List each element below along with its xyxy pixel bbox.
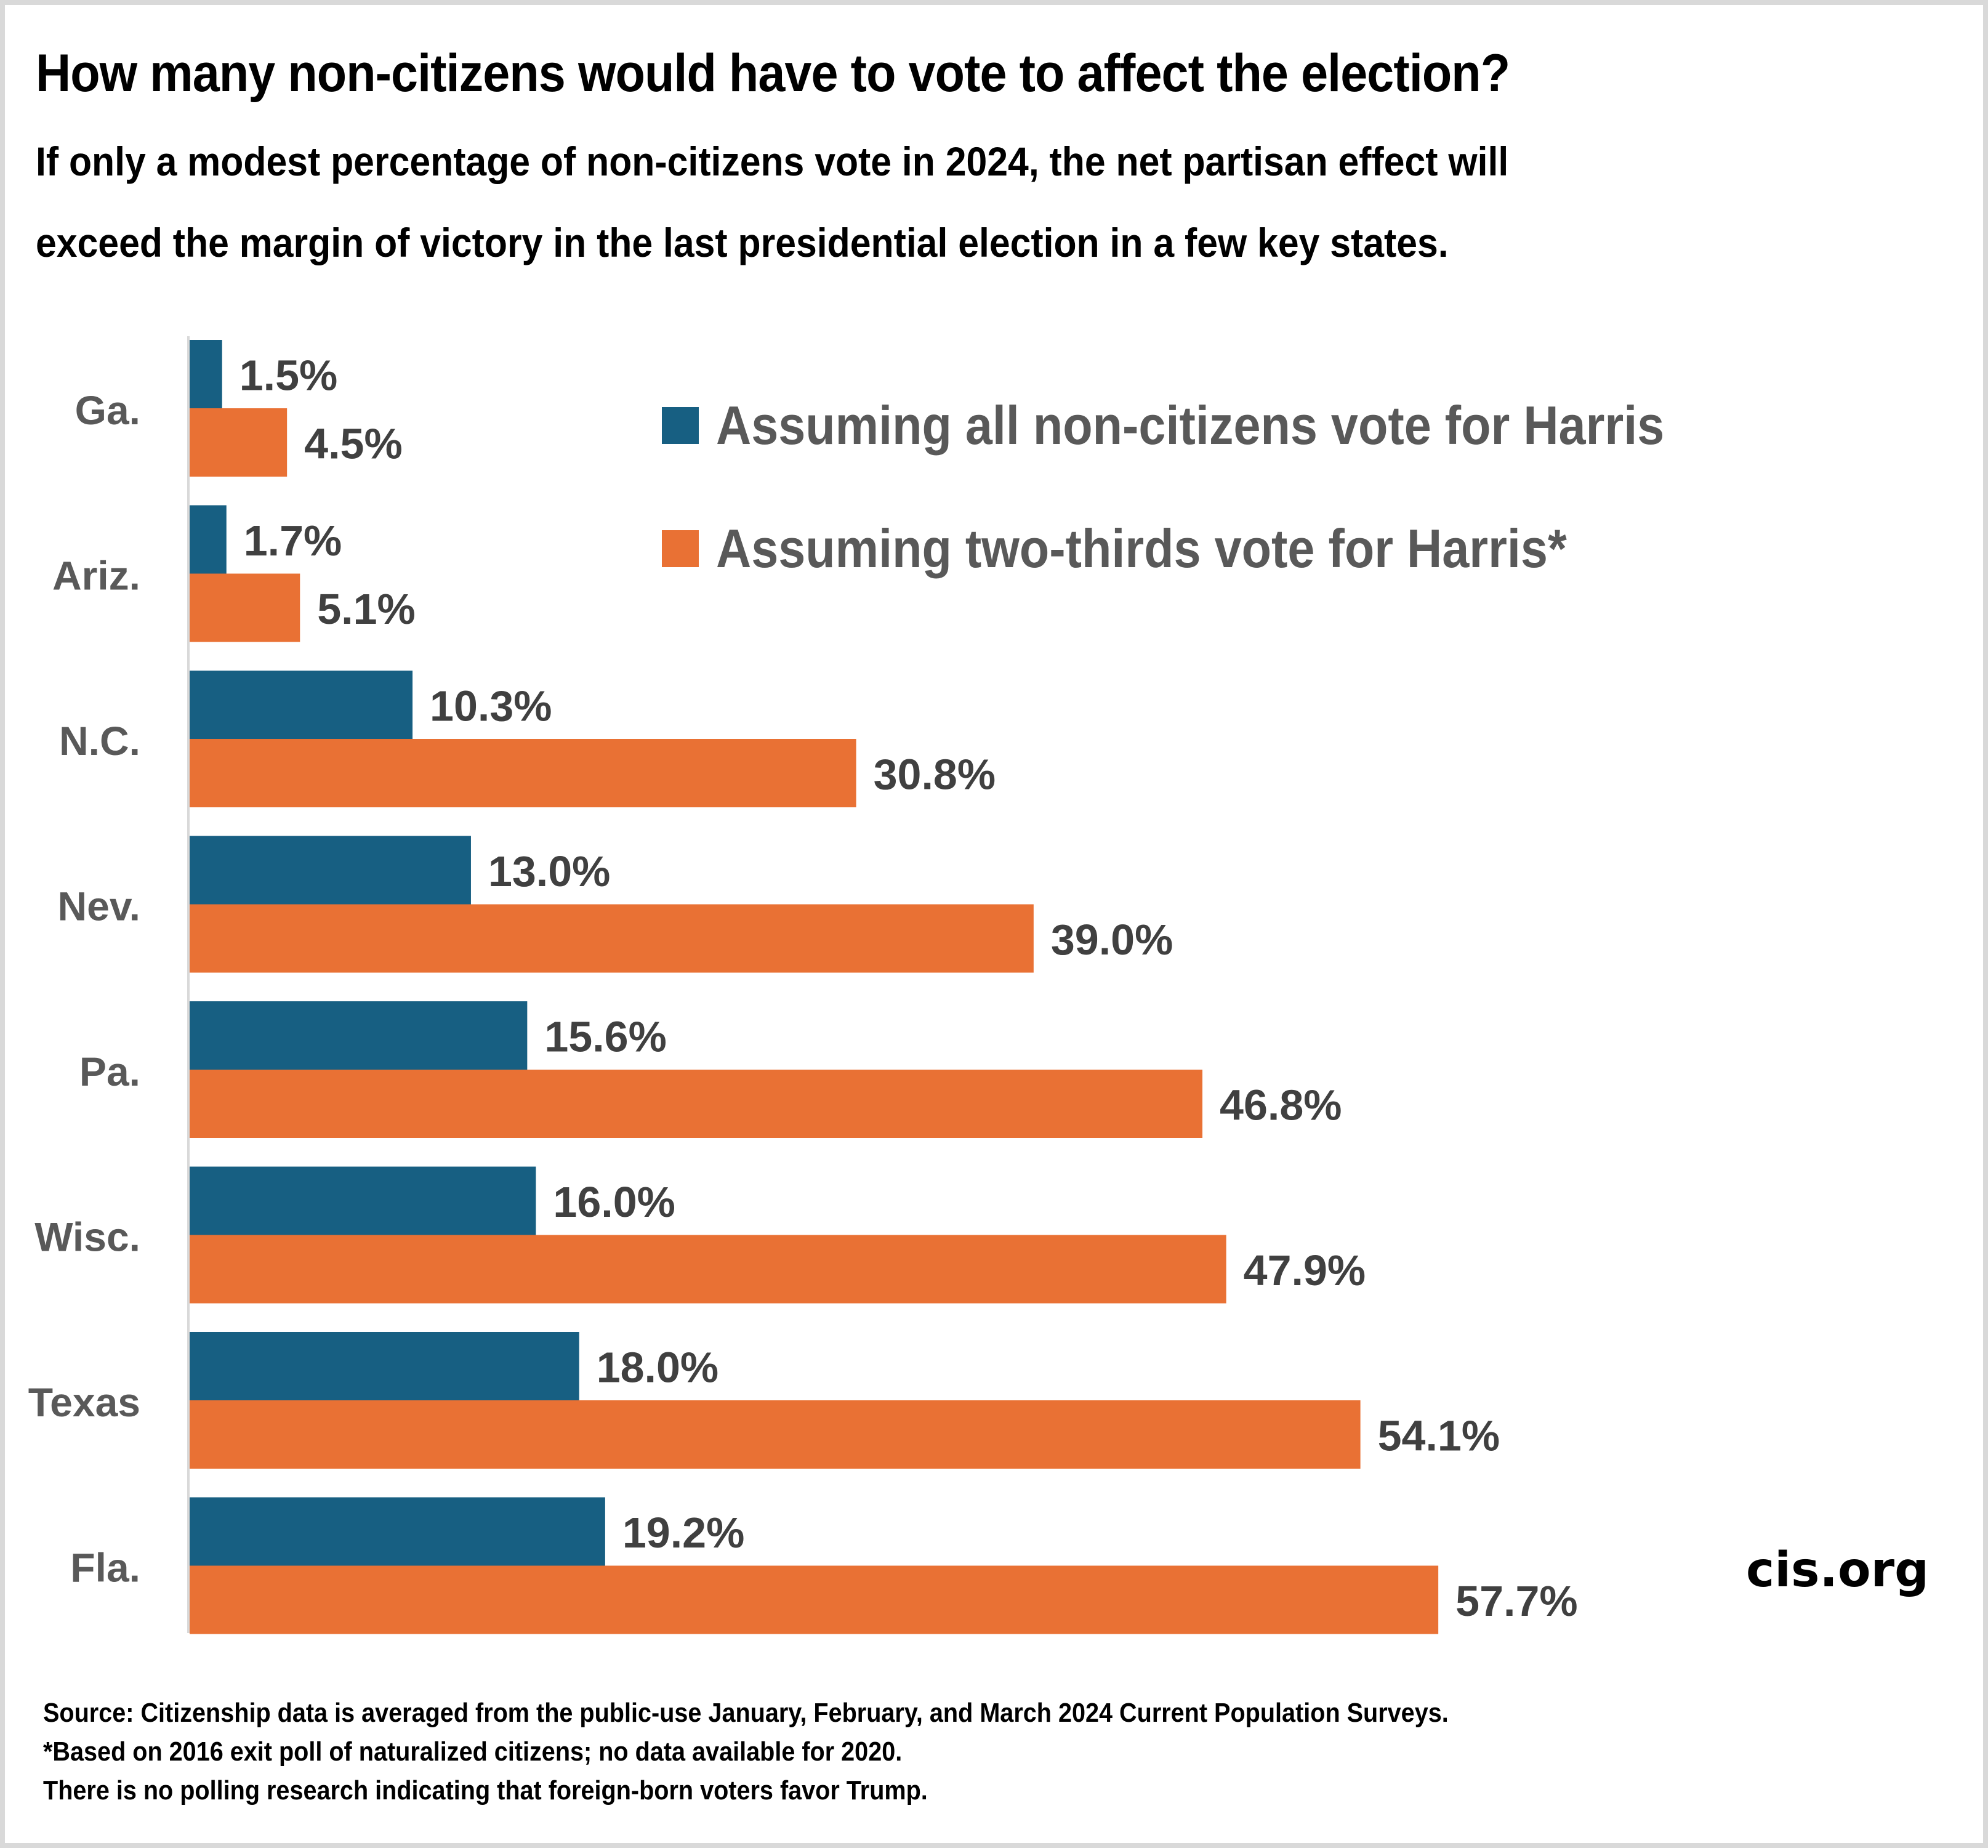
category-label: Nev. [57, 884, 140, 929]
data-label: 47.9% [1244, 1246, 1366, 1294]
data-label: 15.6% [544, 1013, 666, 1061]
bar-all-harris [190, 340, 222, 408]
legend-item-two-thirds: Assuming two-thirds vote for Harris* [662, 517, 1661, 580]
bar-two-thirds-harris [190, 573, 300, 642]
data-label: 19.2% [622, 1509, 744, 1557]
data-label: 1.5% [239, 352, 338, 400]
chart-title: How many non-citizens would have to vote… [36, 44, 1510, 103]
data-label: 30.8% [874, 751, 996, 799]
bar-two-thirds-harris [190, 904, 1034, 973]
legend-label-all: Assuming all non-citizens vote for Harri… [716, 395, 1665, 456]
footnotes: Source: Citizenship data is averaged fro… [43, 1693, 1449, 1810]
data-label: 4.5% [304, 420, 403, 468]
category-label: Fla. [70, 1545, 140, 1591]
source-note: Source: Citizenship data is averaged fro… [43, 1698, 1449, 1728]
asterisk-note: *Based on 2016 exit poll of naturalized … [43, 1737, 903, 1767]
subtitle-line-2: exceed the margin of victory in the last… [36, 220, 1449, 265]
data-label: 16.0% [553, 1178, 675, 1226]
bar-all-harris [190, 836, 471, 905]
legend-item-all: Assuming all non-citizens vote for Harri… [662, 394, 1769, 457]
data-label: 46.8% [1220, 1081, 1342, 1129]
category-label: Ga. [75, 387, 140, 433]
category-label: Wisc. [34, 1214, 140, 1260]
bar-two-thirds-harris [190, 408, 288, 477]
bar-two-thirds-harris [190, 1235, 1226, 1304]
bar-two-thirds-harris [190, 1565, 1439, 1634]
data-label: 18.0% [597, 1344, 718, 1392]
bar-all-harris [190, 1497, 605, 1566]
data-label: 13.0% [488, 847, 610, 895]
category-label: Pa. [79, 1049, 140, 1094]
data-label: 54.1% [1378, 1412, 1500, 1460]
bar-all-harris [190, 505, 227, 574]
bar-all-harris [190, 1332, 579, 1400]
brand-label: cis.org [1746, 1543, 1929, 1598]
data-label: 39.0% [1051, 916, 1173, 964]
category-label: N.C. [59, 718, 140, 764]
legend-label-two-thirds: Assuming two-thirds vote for Harris* [716, 518, 1567, 579]
data-label: 5.1% [317, 585, 416, 633]
data-label: 10.3% [430, 682, 552, 730]
category-label: Texas [28, 1379, 140, 1425]
bar-all-harris [190, 671, 413, 739]
bar-all-harris [190, 1001, 528, 1070]
category-label: Ariz. [52, 553, 140, 599]
data-label: 57.7% [1455, 1577, 1577, 1625]
legend-swatch-two-thirds [662, 530, 699, 567]
bar-two-thirds-harris [190, 739, 856, 807]
polling-note: There is no polling research indicating … [43, 1775, 928, 1806]
data-label: 1.7% [244, 517, 342, 565]
chart-subtitle: If only a modest percentage of non-citiz… [36, 121, 1508, 283]
bar-all-harris [190, 1166, 536, 1235]
legend-swatch-all [662, 407, 699, 444]
subtitle-line-1: If only a modest percentage of non-citiz… [36, 139, 1509, 184]
bar-two-thirds-harris [190, 1400, 1361, 1469]
bar-two-thirds-harris [190, 1070, 1203, 1138]
